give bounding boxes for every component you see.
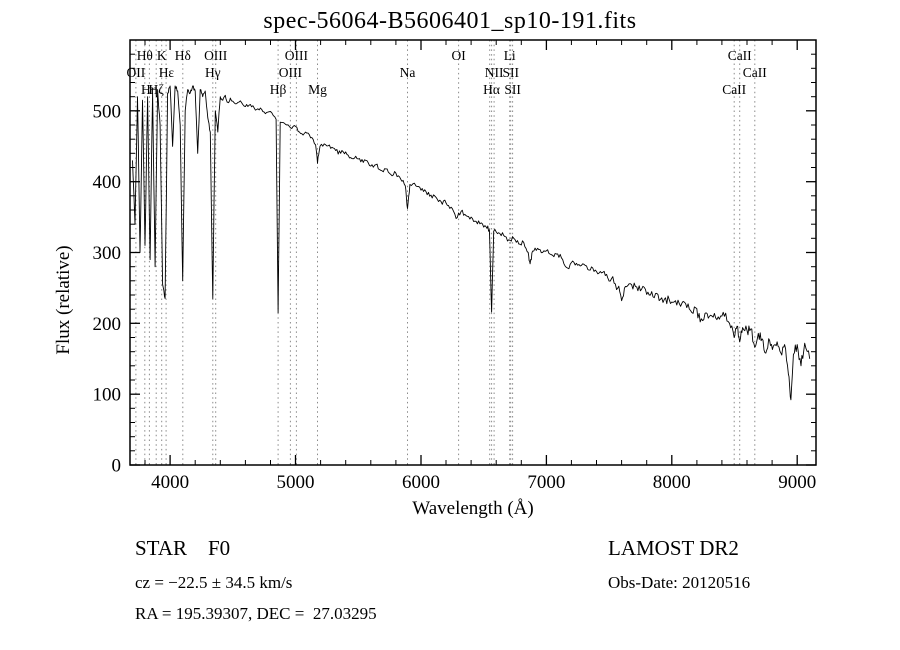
spectral-line-label: OIII — [285, 48, 309, 63]
y-axis-label: Flux (relative) — [53, 245, 74, 355]
spectral-line-label: Li — [504, 48, 516, 63]
spectral-line-label: SII — [504, 82, 521, 97]
spectral-line-label: Hη — [141, 82, 158, 97]
annotation-obs-date: Obs-Date: 20120516 — [608, 573, 751, 592]
annotation-object-type: STAR F0 — [135, 536, 231, 560]
spectral-line-label: Hγ — [205, 65, 221, 80]
spectrum-trace — [132, 85, 811, 401]
annotation-survey: LAMOST DR2 — [608, 536, 739, 560]
y-tick-label: 300 — [93, 243, 122, 264]
spectral-line-label: Hζ — [149, 82, 165, 97]
spectral-line-label: Hβ — [270, 82, 287, 97]
spectral-line-label: OIII — [279, 65, 303, 80]
spectral-line-label: NII — [485, 65, 504, 80]
x-tick-label: 6000 — [402, 472, 440, 493]
spectral-line-label: Mg — [308, 82, 327, 97]
spectral-line-label: CaII — [728, 48, 752, 63]
x-tick-label: 4000 — [151, 472, 189, 493]
annotation-cz: cz = −22.5 ± 34.5 km/s — [135, 573, 293, 592]
x-tick-label: 8000 — [653, 472, 691, 493]
x-tick-label: 9000 — [778, 472, 816, 493]
y-tick-label: 500 — [93, 101, 122, 122]
spectral-line-label: SII — [502, 65, 519, 80]
spectral-line-label: OII — [127, 65, 146, 80]
y-tick-label: 400 — [93, 172, 122, 193]
spectral-line-label: CaII — [722, 82, 746, 97]
annotation-ra-dec: RA = 195.39307, DEC = 27.03295 — [135, 604, 377, 623]
y-tick-label: 100 — [93, 385, 122, 406]
y-tick-label: 200 — [93, 314, 122, 335]
spectral-line-label: Hδ — [175, 48, 191, 63]
plot-frame — [129, 39, 817, 466]
x-tick-label: 7000 — [527, 472, 565, 493]
spectral-line-label: Na — [400, 65, 416, 80]
spectral-line-label: Hε — [159, 65, 175, 80]
x-tick-label: 5000 — [277, 472, 315, 493]
y-tick-label: 0 — [112, 456, 122, 477]
spectral-line-label: K — [157, 48, 167, 63]
spectral-line-label: CaII — [743, 65, 767, 80]
spectral-line-label: OI — [451, 48, 466, 63]
chart-title: spec-56064-B5606401_sp10-191.fits — [263, 8, 637, 34]
spectral-line-label: OIII — [204, 48, 228, 63]
spectral-line-label: Hθ — [137, 48, 153, 63]
spectral-line-label: Hα — [483, 82, 500, 97]
x-axis-label: Wavelength (Å) — [412, 498, 534, 519]
